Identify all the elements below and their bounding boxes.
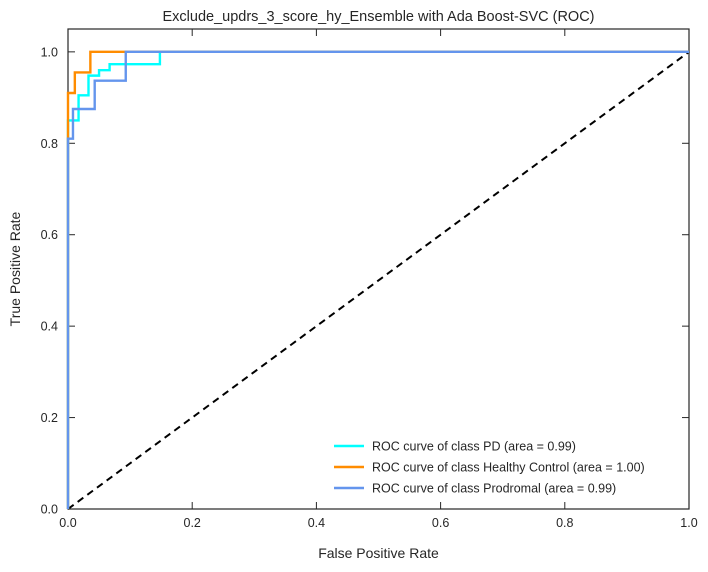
x-tick-label: 0.8 bbox=[556, 516, 573, 530]
tick-layer: 0.0 0.2 0.4 0.6 0.8 1.0 0.0 0.2 0.4 0.6 0.8 1.0 bbox=[41, 29, 698, 530]
y-tick-label: 0.6 bbox=[41, 228, 58, 242]
y-tick-label: 0.2 bbox=[41, 411, 58, 425]
y-tick-label: 1.0 bbox=[41, 45, 58, 59]
x-tick-label: 0.0 bbox=[59, 516, 76, 530]
chart-title: Exclude_updrs_3_score_hy_Ensemble with A… bbox=[163, 9, 595, 25]
y-tick-label: 0.8 bbox=[41, 137, 58, 151]
roc-line-prodromal bbox=[66, 50, 689, 509]
plot-frame bbox=[67, 28, 690, 510]
roc-line-healthy-control bbox=[66, 50, 689, 509]
legend-label: ROC curve of class Healthy Control (area… bbox=[372, 461, 645, 475]
x-tick-label: 0.4 bbox=[308, 516, 325, 530]
reference-layer bbox=[67, 51, 690, 510]
series-layer bbox=[66, 50, 689, 509]
x-tick-label: 1.0 bbox=[680, 516, 697, 530]
x-axis-label: False Positive Rate bbox=[318, 545, 439, 561]
legend-label: ROC curve of class PD (area = 0.99) bbox=[372, 440, 576, 454]
x-tick-label: 0.6 bbox=[432, 516, 449, 530]
legend-entry-pd: ROC curve of class PD (area = 0.99) bbox=[334, 440, 576, 454]
legend-entry-prodromal: ROC curve of class Prodromal (area = 0.9… bbox=[334, 482, 616, 496]
y-tick-label: 0.4 bbox=[41, 320, 58, 334]
legend-label: ROC curve of class Prodromal (area = 0.9… bbox=[372, 482, 616, 496]
y-tick-label: 0.0 bbox=[41, 503, 58, 517]
legend: ROC curve of class PD (area = 0.99) ROC c… bbox=[334, 440, 645, 496]
y-axis-label: True Positive Rate bbox=[7, 211, 23, 326]
x-tick-label: 0.2 bbox=[184, 516, 201, 530]
roc-line-pd bbox=[66, 50, 689, 509]
legend-entry-healthy-control: ROC curve of class Healthy Control (area… bbox=[334, 461, 645, 475]
chance-diagonal-line bbox=[67, 51, 690, 510]
